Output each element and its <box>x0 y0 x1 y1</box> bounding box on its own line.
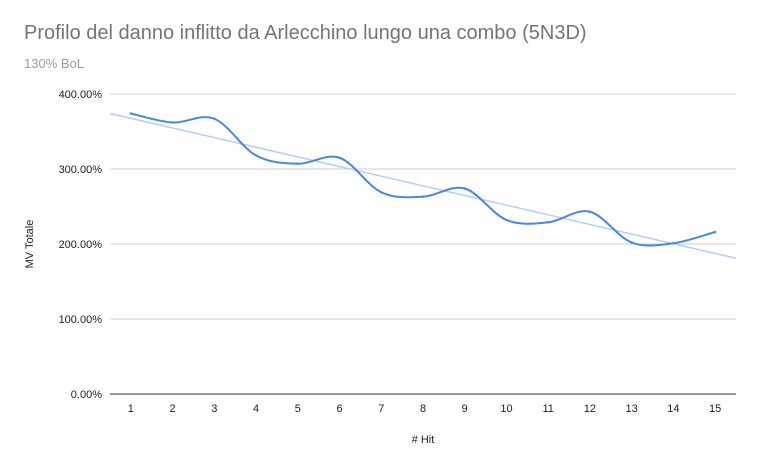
trendline-layer <box>109 112 737 259</box>
data-point <box>380 191 383 194</box>
data-point <box>547 221 550 224</box>
x-axis-label: # Hit <box>412 434 435 446</box>
data-point <box>672 242 675 245</box>
y-tick-label: 0.00% <box>71 389 102 401</box>
x-tick-label: 14 <box>667 403 679 415</box>
x-tick-label: 8 <box>420 403 426 415</box>
x-tick-label: 7 <box>378 403 384 415</box>
y-tick-label: 300.00% <box>59 164 103 176</box>
chart-subtitle: 130% BoL <box>24 56 84 71</box>
data-point <box>421 195 425 198</box>
x-tick-label: 2 <box>170 403 176 415</box>
data-point <box>505 218 508 222</box>
y-tick-label: 400.00% <box>59 89 103 101</box>
data-point <box>213 117 216 120</box>
data-point <box>254 154 258 157</box>
data-point <box>338 156 341 159</box>
x-tick-label: 1 <box>128 403 134 415</box>
x-tick-label: 15 <box>709 403 721 415</box>
x-tick-labels: 1 2 3 4 5 6 7 8 9 10 11 12 13 14 15 <box>128 403 721 415</box>
y-tick-label: 100.00% <box>59 314 103 326</box>
data-point <box>296 162 299 165</box>
data-point <box>463 187 466 190</box>
x-tick-label: 12 <box>584 403 596 415</box>
data-point <box>630 241 633 244</box>
x-tick-label: 5 <box>295 403 301 415</box>
grid-lines <box>110 93 736 320</box>
x-tick-label: 6 <box>336 403 342 415</box>
y-tick-label: 200.00% <box>59 239 103 251</box>
trendline <box>109 112 737 259</box>
x-tick-label: 11 <box>542 403 553 415</box>
data-point <box>588 210 592 213</box>
x-tick-label: 4 <box>253 403 259 415</box>
series-line <box>129 112 717 247</box>
data-point <box>713 230 717 234</box>
x-tick-label: 10 <box>500 403 512 415</box>
data-point <box>129 112 133 115</box>
series-layer <box>129 112 717 247</box>
y-axis-label: MV Totale <box>24 220 36 269</box>
x-tick-label: 3 <box>211 403 217 415</box>
data-point <box>171 121 174 124</box>
x-tick-label: 13 <box>626 403 638 415</box>
x-tick-label: 9 <box>462 403 468 415</box>
y-tick-labels: 0.00% 100.00% 200.00% 300.00% 400.00% <box>59 89 103 401</box>
chart-title: Profilo del danno inflitto da Arlecchino… <box>24 22 587 44</box>
